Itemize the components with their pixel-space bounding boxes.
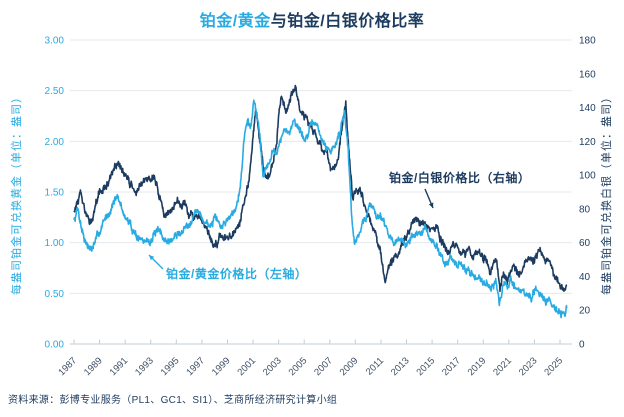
right-axis-tick-label: 180 — [579, 36, 596, 47]
x-axis-tick-label: 2023 — [517, 355, 540, 378]
right-axis-tick-label: 40 — [579, 272, 591, 283]
annotation-pt-au-arrowhead — [149, 255, 155, 261]
annotation-pt-ag-arrowhead — [428, 202, 434, 208]
x-axis-tick-label: 2025 — [542, 355, 565, 378]
x-axis-tick-label: 1999 — [210, 355, 233, 378]
annotation-pt-ag-label: 铂金/白银价格比（右轴） — [389, 170, 530, 185]
right-axis-tick-label: 60 — [579, 238, 591, 249]
right-axis-tick-label: 160 — [579, 69, 596, 80]
right-axis-title: 每盎司铂金可兑换白银（单位：盎司） — [601, 91, 613, 295]
source-note: 资料来源：彭博专业服务（PL1、GC1、SI1）、芝商所经济研究计算小组 — [8, 395, 338, 406]
pt-au-line — [73, 99, 568, 319]
right-axis-tick-label: 120 — [579, 137, 596, 148]
left-axis-tick-label: 1.00 — [45, 238, 65, 249]
right-axis-tick-label: 80 — [579, 204, 591, 215]
right-axis-tick-label: 140 — [579, 103, 596, 114]
x-axis-tick-label: 1995 — [159, 355, 182, 378]
left-axis-title: 每盎司铂金可兑换黄金（单位：盎司） — [11, 91, 23, 295]
right-axis-tick-label: 100 — [579, 171, 596, 182]
x-axis-tick-label: 2009 — [338, 355, 361, 378]
x-axis-tick-label: 2013 — [389, 355, 412, 378]
x-axis-tick-label: 2015 — [414, 355, 437, 378]
left-axis-tick-label: 2.00 — [45, 137, 65, 148]
x-axis-tick-label: 2001 — [235, 355, 258, 378]
x-axis-tick-label: 1989 — [82, 355, 105, 378]
right-axis-tick-label: 20 — [579, 306, 591, 317]
left-axis-tick-label: 3.00 — [45, 36, 65, 47]
left-axis-tick-label: 0.50 — [45, 289, 65, 300]
x-axis-tick-label: 2003 — [261, 355, 284, 378]
left-axis-tick-label: 1.50 — [45, 188, 65, 199]
x-axis-tick-label: 2021 — [491, 355, 514, 378]
x-axis-tick-label: 2011 — [364, 355, 386, 377]
x-axis-tick-label: 2017 — [440, 355, 463, 378]
x-axis-tick-label: 1993 — [133, 355, 156, 378]
left-axis-tick-label: 2.50 — [45, 86, 65, 97]
x-axis-tick-label: 1991 — [108, 355, 131, 378]
x-axis-tick-label: 2007 — [312, 355, 335, 378]
x-axis-tick-label: 2019 — [466, 355, 489, 378]
right-axis-tick-label: 0 — [579, 340, 585, 351]
chart-title-platinum-gold: 铂金/黄金 — [199, 13, 271, 30]
chart-title: 铂金/黄金与铂金/白银价格比率 — [0, 7, 624, 31]
x-axis-tick-label: 1987 — [56, 355, 79, 378]
pt-ag-line — [73, 84, 568, 293]
left-axis-tick-label: 0.00 — [45, 340, 65, 351]
annotation-pt-au-label: 铂金/黄金价格比（左轴） — [166, 266, 307, 281]
x-axis-tick-label: 2005 — [287, 355, 310, 378]
chart-title-rest: 与铂金/白银价格比率 — [270, 13, 425, 30]
x-axis-tick-label: 1997 — [184, 355, 207, 378]
